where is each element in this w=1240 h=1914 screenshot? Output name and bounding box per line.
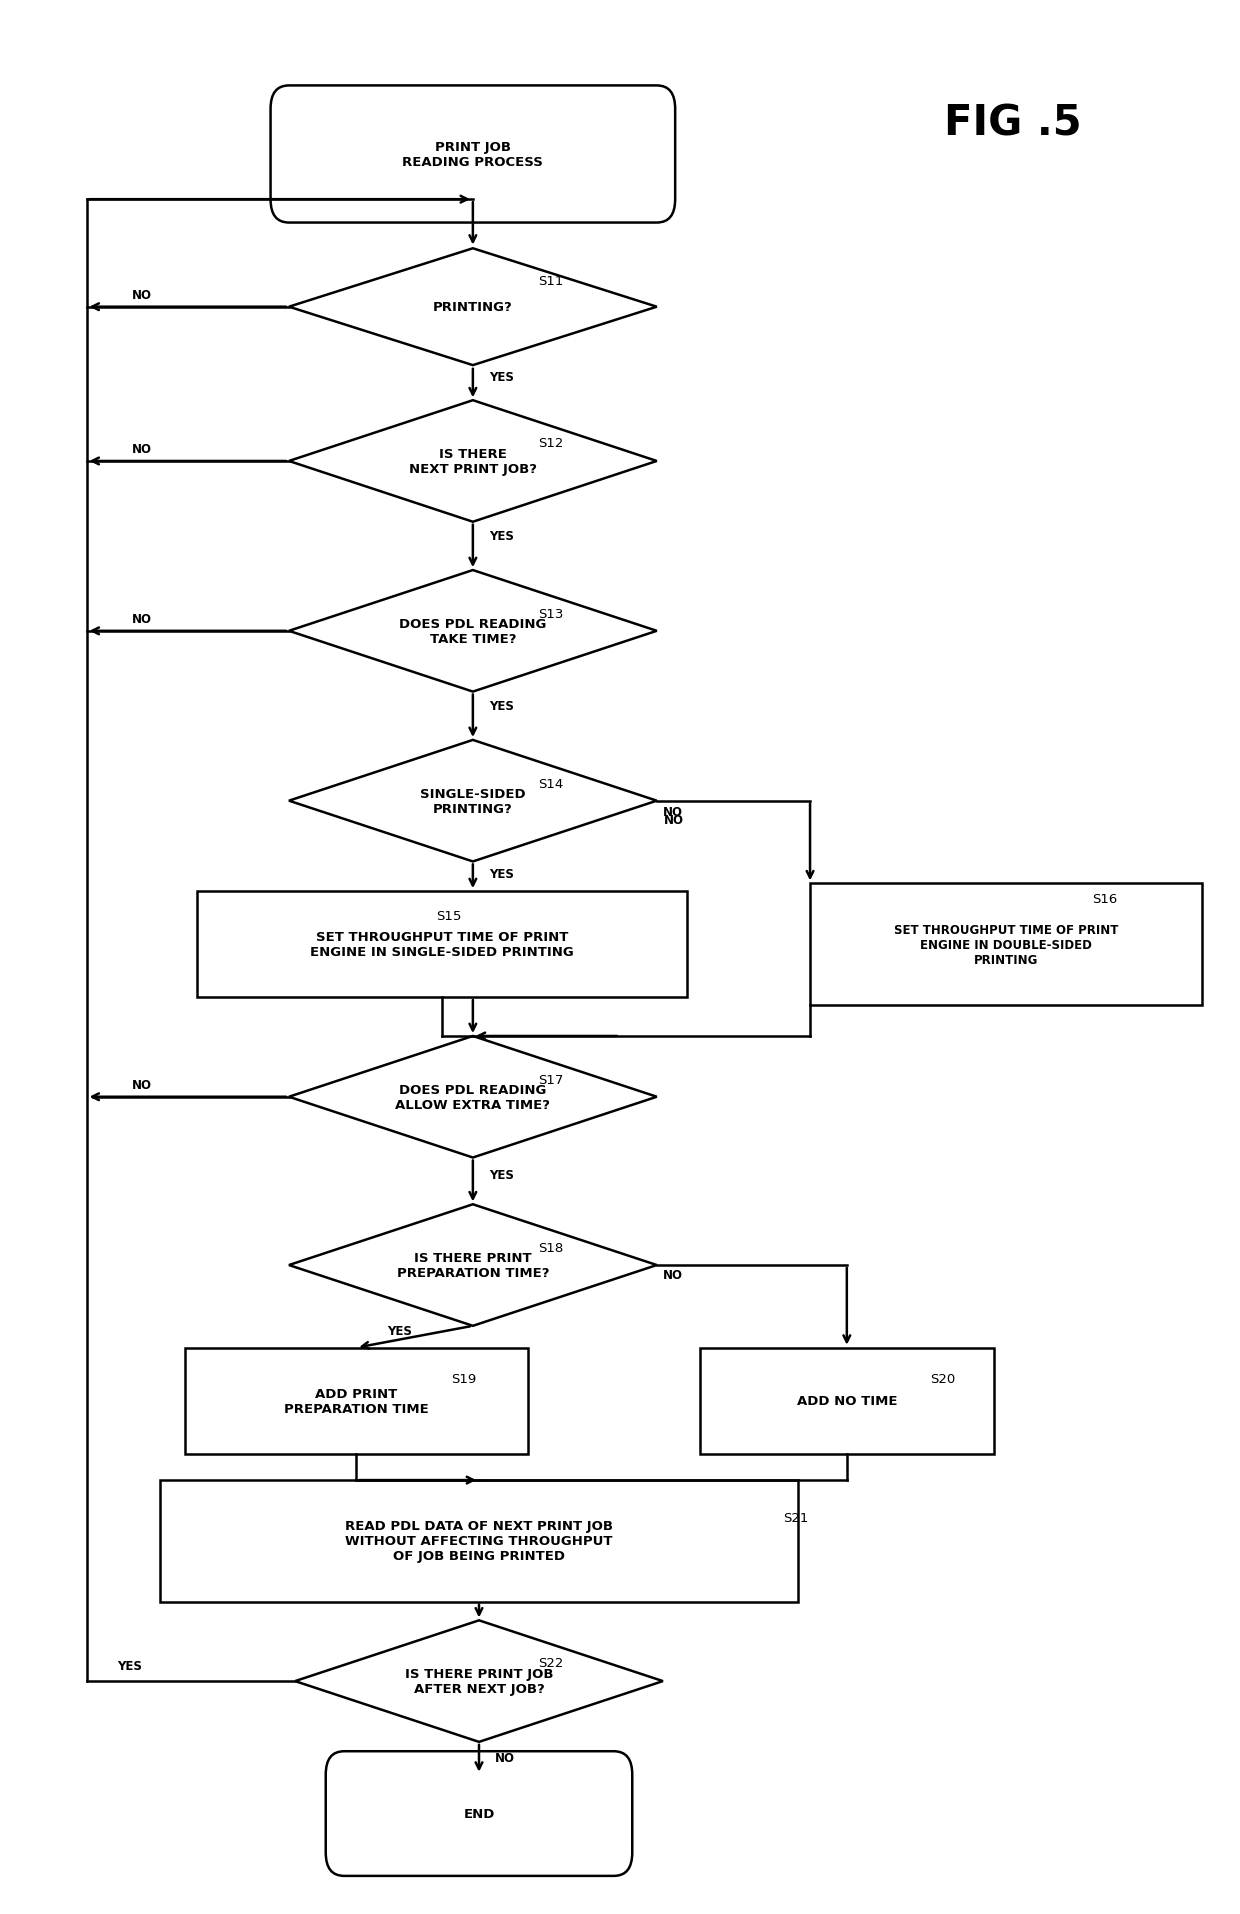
Text: YES: YES (489, 867, 513, 880)
Text: S19: S19 (451, 1372, 476, 1386)
Text: YES: YES (118, 1659, 143, 1673)
Text: SET THROUGHPUT TIME OF PRINT
ENGINE IN SINGLE-SIDED PRINTING: SET THROUGHPUT TIME OF PRINT ENGINE IN S… (310, 930, 574, 959)
Bar (197, 892, 687, 997)
Text: YES: YES (387, 1324, 412, 1338)
Text: NO: NO (131, 612, 151, 626)
Text: NO: NO (131, 442, 151, 456)
Text: S21: S21 (784, 1512, 808, 1524)
Text: DOES PDL READING
TAKE TIME?: DOES PDL READING TAKE TIME? (399, 618, 547, 645)
Text: S20: S20 (930, 1372, 956, 1386)
Text: S16: S16 (1092, 892, 1117, 905)
Text: IS THERE PRINT
PREPARATION TIME?: IS THERE PRINT PREPARATION TIME? (397, 1252, 549, 1279)
Text: NO: NO (131, 1078, 151, 1091)
Text: END: END (464, 1807, 495, 1820)
Text: ADD NO TIME: ADD NO TIME (796, 1395, 897, 1407)
Text: ADD PRINT
PREPARATION TIME: ADD PRINT PREPARATION TIME (284, 1388, 429, 1414)
Text: FIG .5: FIG .5 (944, 103, 1081, 145)
Text: DOES PDL READING
ALLOW EXTRA TIME?: DOES PDL READING ALLOW EXTRA TIME? (396, 1083, 551, 1112)
Polygon shape (289, 1037, 657, 1158)
Text: S14: S14 (538, 777, 563, 790)
Text: NO: NO (665, 813, 684, 827)
Text: YES: YES (489, 1169, 513, 1181)
Text: S17: S17 (538, 1074, 563, 1087)
Text: PRINTING?: PRINTING? (433, 300, 513, 314)
Text: S12: S12 (538, 436, 563, 450)
Text: YES: YES (489, 530, 513, 544)
Polygon shape (289, 249, 657, 366)
Text: YES: YES (489, 701, 513, 712)
Text: SET THROUGHPUT TIME OF PRINT
ENGINE IN DOUBLE-SIDED
PRINTING: SET THROUGHPUT TIME OF PRINT ENGINE IN D… (894, 923, 1118, 967)
Text: S18: S18 (538, 1242, 563, 1256)
Bar (810, 884, 1203, 1005)
Text: S22: S22 (538, 1656, 563, 1669)
Bar (160, 1480, 797, 1602)
Text: S15: S15 (436, 909, 461, 923)
Text: SINGLE-SIDED
PRINTING?: SINGLE-SIDED PRINTING? (420, 787, 526, 815)
Text: READ PDL DATA OF NEXT PRINT JOB
WITHOUT AFFECTING THROUGHPUT
OF JOB BEING PRINTE: READ PDL DATA OF NEXT PRINT JOB WITHOUT … (345, 1520, 613, 1562)
Text: NO: NO (663, 1269, 683, 1280)
FancyBboxPatch shape (270, 86, 675, 224)
Text: S13: S13 (538, 609, 563, 620)
Bar (699, 1347, 994, 1455)
Polygon shape (289, 1204, 657, 1326)
Text: IS THERE PRINT JOB
AFTER NEXT JOB?: IS THERE PRINT JOB AFTER NEXT JOB? (404, 1667, 553, 1696)
Text: NO: NO (663, 806, 683, 819)
Text: NO: NO (131, 289, 151, 302)
Text: YES: YES (489, 371, 513, 385)
Text: IS THERE
NEXT PRINT JOB?: IS THERE NEXT PRINT JOB? (409, 448, 537, 477)
Polygon shape (289, 741, 657, 861)
Text: PRINT JOB
READING PROCESS: PRINT JOB READING PROCESS (403, 142, 543, 168)
Polygon shape (289, 570, 657, 693)
Polygon shape (289, 400, 657, 523)
Polygon shape (295, 1621, 663, 1742)
FancyBboxPatch shape (326, 1751, 632, 1876)
Bar (185, 1347, 528, 1455)
Text: S11: S11 (538, 274, 563, 287)
Text: NO: NO (495, 1751, 515, 1765)
